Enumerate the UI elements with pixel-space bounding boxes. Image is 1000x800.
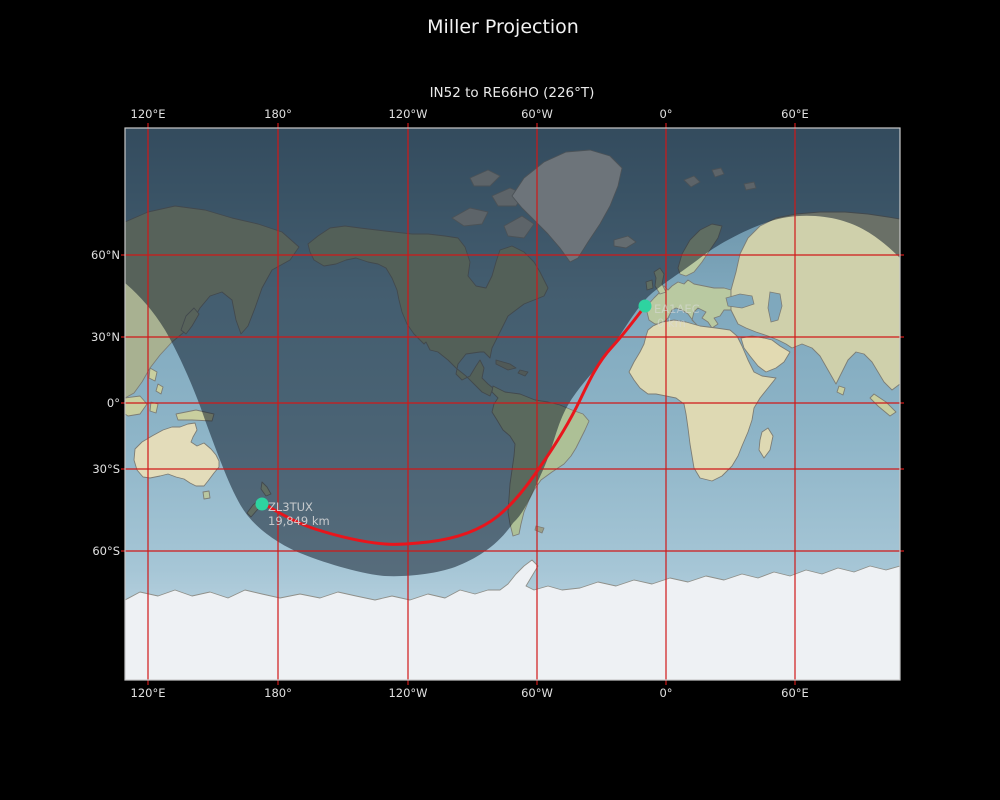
landmass-sri-lanka	[836, 385, 846, 396]
landmass-madagascar	[758, 427, 774, 459]
landmass-sumatra	[869, 393, 897, 417]
path-subtitle: IN52 to RE66HO (226°T)	[430, 85, 595, 101]
map-canvas	[125, 128, 900, 680]
great-circle-path	[260, 304, 647, 546]
map-frame	[124, 127, 901, 681]
landmass-philippines	[148, 367, 164, 395]
tick-label: 0°	[107, 396, 120, 410]
tick-label: 60°N	[91, 248, 120, 262]
tick-label: 120°W	[388, 107, 427, 121]
tick-label: 30°N	[91, 330, 120, 344]
tick-label: 60°W	[521, 686, 553, 700]
tick-label: 60°E	[781, 686, 809, 700]
tick-label: 180°	[264, 686, 292, 700]
tick-label: 60°E	[781, 107, 809, 121]
caspian-sea	[767, 291, 783, 323]
origin-distance-label: 0 km	[657, 316, 686, 330]
landmass-antarctica	[125, 559, 900, 680]
landmass-australia	[133, 422, 220, 487]
destination-station-marker	[255, 497, 269, 511]
tick-label: 120°W	[388, 686, 427, 700]
page-title: Miller Projection	[427, 16, 579, 38]
landmass-arabia	[740, 335, 791, 373]
graticule-grid	[121, 123, 904, 685]
tick-label: 30°S	[92, 462, 120, 476]
destination-callsign-label: ZL3TUX	[268, 500, 313, 514]
bottom-axis-labels: 120°E 180° 120°W 60°W 0° 60°E	[131, 686, 809, 700]
origin-callsign-label: EA1AEC	[654, 302, 700, 316]
tick-label: 0°	[659, 686, 672, 700]
top-axis-labels: 120°E 180° 120°W 60°W 0° 60°E	[131, 107, 809, 121]
tick-label: 120°E	[131, 686, 166, 700]
tick-label: 120°E	[131, 107, 166, 121]
tick-label: 60°W	[521, 107, 553, 121]
destination-distance-label: 19,849 km	[268, 514, 330, 528]
landmass-europe	[646, 279, 732, 329]
origin-station-marker	[638, 299, 652, 313]
black-sea	[725, 293, 755, 309]
night-terminator-overlay	[125, 128, 900, 577]
left-axis-labels: 60°N 30°N 0° 30°S 60°S	[91, 248, 120, 558]
tick-label: 180°	[264, 107, 292, 121]
landmass-tasmania	[202, 490, 211, 500]
tick-label: 60°S	[92, 544, 120, 558]
tick-label: 0°	[659, 107, 672, 121]
